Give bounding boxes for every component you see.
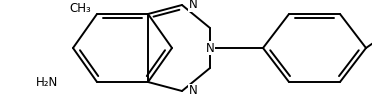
Text: N: N [189,0,198,12]
Text: CH₃: CH₃ [69,2,91,14]
Text: H₂N: H₂N [36,75,58,89]
Text: N: N [189,84,198,96]
Text: N: N [206,41,214,55]
